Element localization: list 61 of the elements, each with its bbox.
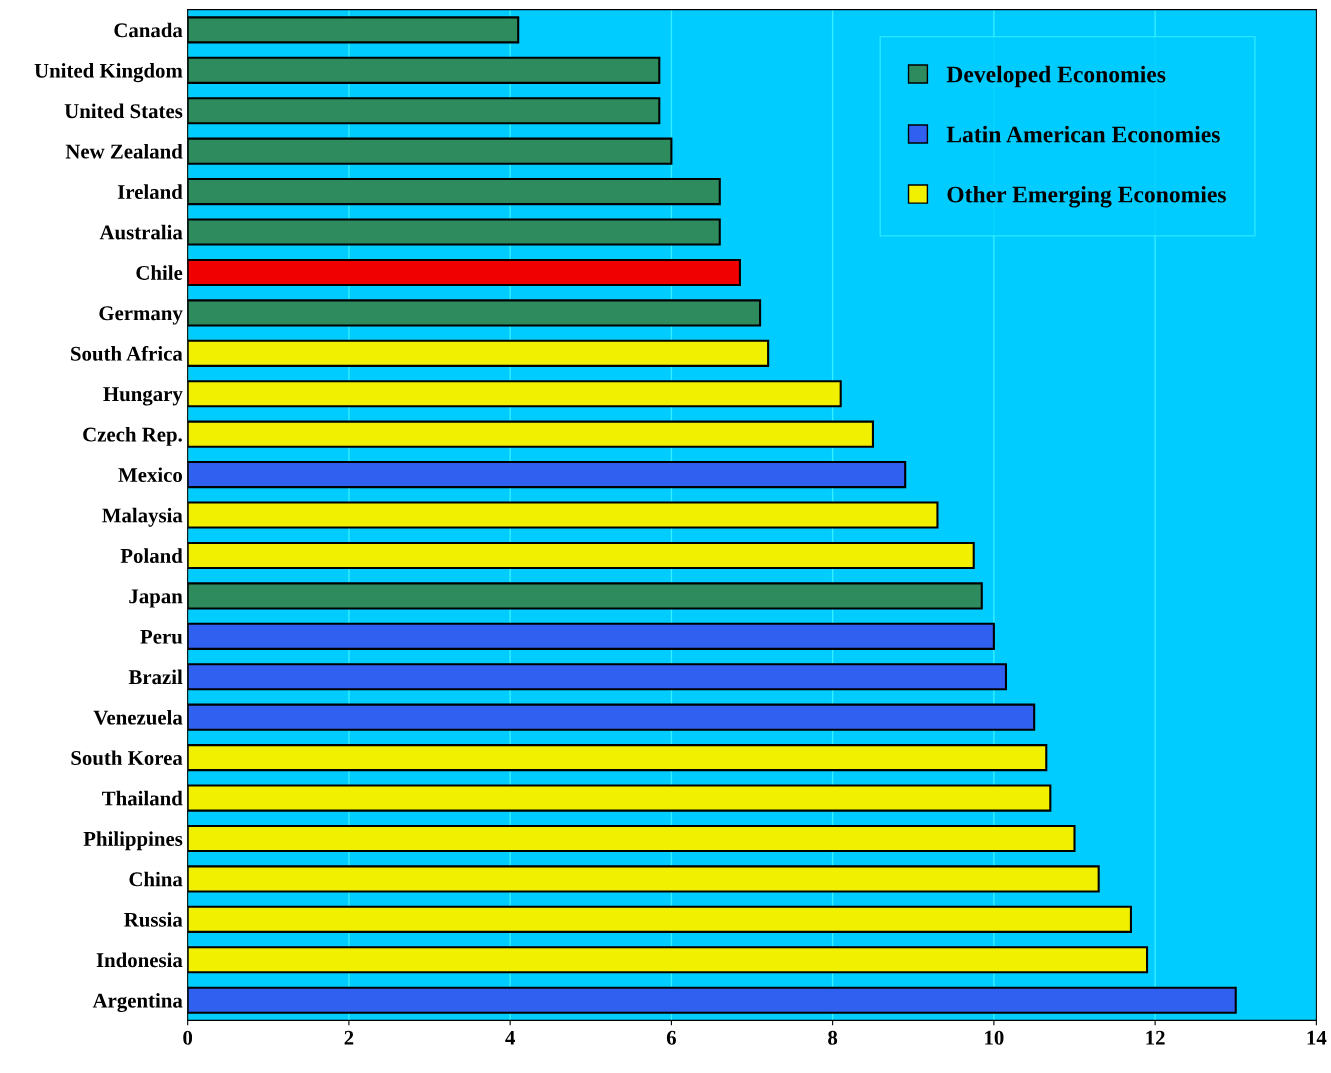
y-tick-label: Peru	[140, 629, 183, 644]
x-tick-label: 12	[1146, 1030, 1165, 1045]
bar	[187, 258, 741, 287]
bar	[187, 461, 907, 489]
y-tick-label: China	[129, 871, 183, 887]
y-tick-label: Malaysia	[102, 507, 183, 527]
bar	[187, 622, 995, 650]
y-tick-label: Thailand	[102, 790, 183, 806]
bar	[187, 865, 1100, 893]
bar	[187, 501, 939, 529]
y-tick-label: Australia	[99, 224, 183, 240]
bar	[187, 380, 842, 408]
bar	[187, 56, 661, 84]
bar	[187, 824, 1076, 853]
y-tick-label: Germany	[99, 306, 183, 325]
y-tick-label: Hungary	[103, 387, 183, 406]
bar	[187, 582, 983, 610]
y-tick-label: New Zealand	[65, 143, 183, 159]
bar	[187, 946, 1149, 974]
bar	[187, 986, 1237, 1014]
x-tick-label: 2	[344, 1030, 354, 1045]
y-tick-label: Argentina	[92, 992, 183, 1013]
bar	[187, 420, 874, 448]
bar	[187, 299, 762, 327]
y-tick-label: Mexico	[118, 467, 183, 483]
y-tick-label: Philippines	[83, 831, 183, 851]
bar	[187, 784, 1052, 812]
bar	[187, 218, 721, 246]
bar	[187, 339, 770, 367]
y-tick-label: Brazil	[128, 669, 183, 685]
y-tick-label: Russia	[124, 912, 183, 927]
x-tick-label: 8	[828, 1030, 838, 1045]
legend-label: Developed Economies	[946, 65, 1166, 88]
bar	[187, 178, 721, 206]
y-tick-label: South Africa	[71, 345, 183, 361]
legend-label: Other Emerging Economies	[947, 185, 1226, 208]
bar	[187, 541, 975, 570]
y-tick-label: United States	[64, 103, 183, 119]
x-tick-label: 4	[505, 1030, 515, 1045]
bar	[187, 744, 1048, 772]
bar	[187, 97, 661, 125]
y-tick-label: Canada	[114, 22, 183, 38]
y-tick-label: Ireland	[117, 184, 183, 200]
y-tick-label: Poland	[120, 548, 183, 563]
bar	[187, 137, 673, 165]
y-tick-label: South Korea	[71, 750, 183, 766]
x-tick-label: 10	[985, 1030, 1004, 1045]
y-tick-label: Chile	[136, 265, 183, 280]
x-tick-label: 6	[666, 1030, 676, 1045]
x-tick-label: 14	[1307, 1030, 1327, 1045]
x-tick-label: 0	[183, 1030, 193, 1045]
legend-label: Latin American Economies	[946, 125, 1220, 143]
y-tick-label: Japan	[129, 589, 183, 608]
y-tick-label: United Kingdom	[34, 63, 183, 83]
y-tick-label: Indonesia	[96, 952, 183, 968]
bar	[187, 703, 1036, 731]
bar	[187, 16, 520, 44]
y-tick-label: Venezuela	[93, 709, 183, 725]
bar	[187, 663, 1008, 691]
bar	[187, 905, 1132, 933]
y-tick-label: Czech Rep.	[83, 426, 182, 446]
